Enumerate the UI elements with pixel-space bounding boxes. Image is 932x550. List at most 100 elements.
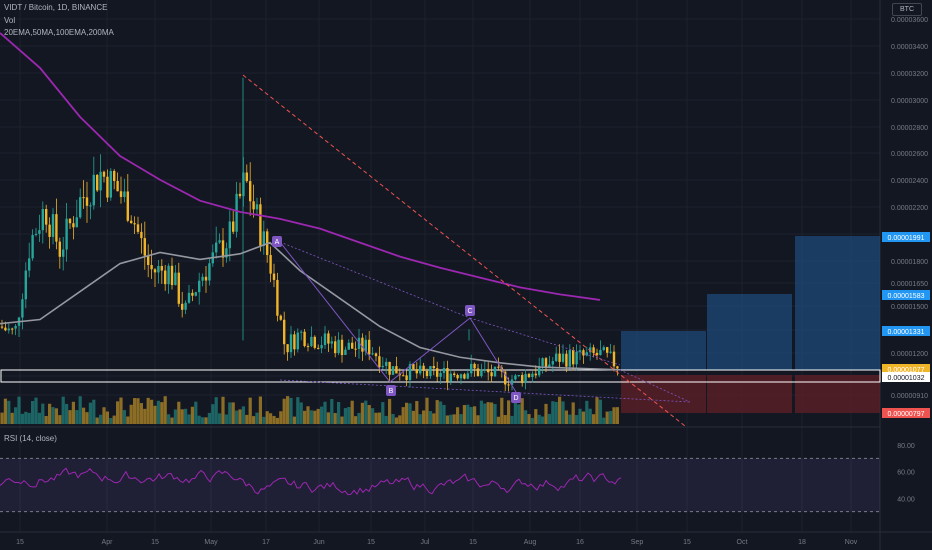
target-zones — [0, 236, 881, 413]
candle-body — [483, 369, 486, 371]
candle-body — [262, 231, 265, 246]
candle-body — [269, 255, 272, 274]
candle-body — [255, 204, 259, 210]
candle-body — [221, 240, 225, 258]
volume-bar — [68, 410, 72, 424]
pattern-leg — [279, 241, 391, 383]
candle-body — [415, 369, 418, 374]
candle-body — [92, 174, 95, 206]
volume-bar — [272, 415, 276, 424]
volume-bar — [469, 406, 473, 424]
candle-body — [7, 328, 10, 331]
candle-body — [371, 353, 374, 355]
volume-bar — [258, 396, 262, 424]
volume-bar — [245, 414, 249, 424]
volume-bar — [282, 398, 286, 424]
volume-bar — [170, 417, 174, 424]
candle-body — [153, 269, 157, 273]
price-tick-label: 0.00003400 — [891, 44, 928, 51]
volume-bar — [524, 410, 528, 424]
candle-body — [558, 353, 561, 362]
candle-body — [565, 353, 568, 367]
volume-bar — [231, 402, 235, 424]
candle-body — [119, 191, 123, 198]
candle-body — [300, 331, 303, 333]
time-tick-label: Sep — [631, 539, 644, 546]
price-label-value: 0.00001991 — [888, 235, 925, 242]
volume-bar — [20, 413, 24, 424]
candle-body — [548, 364, 551, 367]
volume-bar — [527, 414, 531, 424]
volume-bar — [269, 413, 273, 424]
target-zone — [795, 236, 880, 370]
candle-body — [507, 384, 510, 386]
time-tick-label: Aug — [524, 539, 537, 546]
stop-zone — [707, 375, 792, 413]
volume-bar — [27, 412, 31, 424]
candle-body — [272, 273, 276, 280]
price-tick-label: 0.00002200 — [891, 205, 928, 212]
candle-body — [51, 214, 55, 237]
volume-bar — [71, 401, 75, 424]
volume-bar — [187, 414, 191, 424]
price-label-badge — [882, 408, 930, 418]
candle-body — [517, 374, 520, 376]
candle-body — [62, 249, 65, 257]
volume-bar — [313, 410, 317, 424]
volume-bar — [575, 415, 579, 424]
candle-body — [320, 345, 323, 349]
candle-body — [534, 373, 537, 376]
candle-body — [249, 181, 252, 202]
candle-body — [187, 292, 191, 303]
volume-bar — [303, 410, 307, 424]
price-tick-label: 0.00001500 — [891, 304, 928, 311]
ma-200-line — [0, 32, 601, 301]
currency-badge[interactable]: BTC — [892, 3, 922, 16]
price-label-badge — [882, 364, 930, 374]
candle-body — [575, 351, 578, 365]
time-tick-label: 16 — [576, 539, 584, 546]
candle-body — [585, 352, 588, 356]
candle-body — [184, 302, 187, 310]
volume-bar — [296, 397, 300, 424]
volume-bar — [439, 401, 443, 424]
price-label-value: 0.00001032 — [888, 375, 925, 382]
price-label-value: 0.00000797 — [888, 411, 925, 418]
volume-bar — [48, 403, 52, 424]
pattern-point-badge — [511, 392, 521, 403]
volume-bar — [0, 412, 4, 424]
volume-bar — [490, 402, 494, 424]
candle-body — [286, 344, 289, 353]
volume-bar — [194, 401, 198, 424]
volume-bar — [126, 416, 130, 424]
volume-bar — [299, 402, 303, 424]
candle-body — [109, 170, 112, 198]
volume-bar — [377, 412, 381, 424]
pattern-point-badge — [272, 236, 282, 247]
candle-body — [31, 234, 34, 259]
volume-bar — [425, 397, 429, 424]
candle-body — [85, 197, 89, 206]
candle-body — [510, 379, 514, 385]
candle-body — [330, 341, 333, 344]
candle-body — [514, 375, 517, 380]
candle-body — [34, 233, 38, 235]
candle-body — [167, 265, 170, 285]
price-tick-label: 0.00002400 — [891, 178, 928, 185]
candle-body — [310, 336, 313, 347]
candle-body — [238, 193, 242, 197]
candle-body — [55, 214, 58, 242]
candle-body — [361, 337, 364, 352]
rsi-band — [0, 458, 880, 512]
candle-body — [351, 342, 354, 349]
time-tick-label: Apr — [102, 539, 114, 546]
candle-body — [58, 241, 61, 257]
candle-body — [568, 350, 571, 367]
candle-body — [150, 265, 153, 270]
volume-bar — [581, 411, 585, 424]
volume-bar — [78, 396, 82, 424]
volume-bar — [160, 402, 164, 424]
time-tick-label: 18 — [798, 539, 806, 546]
candle-body — [41, 209, 44, 231]
volume-bar — [405, 402, 409, 424]
